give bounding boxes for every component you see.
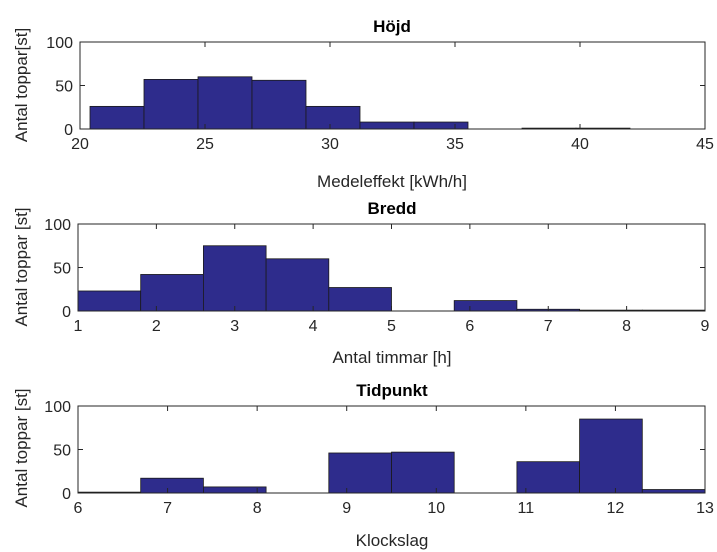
y-tick-label: 100 (46, 35, 73, 52)
x-tick-label: 11 (518, 500, 535, 517)
x-tick-label: 35 (446, 136, 464, 153)
subplot-tidpunkt: Tidpunkt 6 7 8 9 10 11 12 13 0 50 100 Klockslag A… (12, 381, 714, 550)
x-tick-label: 1 (74, 318, 83, 335)
x-tick-label: 8 (622, 318, 631, 335)
subplot-title: Höjd (373, 17, 411, 36)
histogram-bar (359, 121, 415, 130)
histogram-bar (89, 105, 145, 130)
y-tick-label: 50 (55, 79, 73, 96)
x-tick-label: 10 (427, 500, 445, 517)
histogram-bar (579, 418, 643, 494)
histogram-bar (641, 489, 706, 494)
subplot-hojd: Höjd 20 25 30 35 40 45 0 50 100 Medeleffekt [kW… (12, 17, 714, 191)
x-tick-label: 2 (152, 318, 161, 335)
x-tick-label: 7 (544, 318, 553, 335)
y-tick-label: 0 (62, 304, 71, 321)
x-tick-label: 9 (342, 500, 351, 517)
x-tick-label: 3 (230, 318, 239, 335)
x-tick-label: 6 (74, 500, 83, 517)
x-tick-label: 6 (465, 318, 474, 335)
histogram-bar (265, 258, 330, 312)
histogram-bar (143, 79, 199, 130)
histogram-bar (328, 287, 392, 312)
histogram-bar (202, 245, 267, 312)
histogram-bar (140, 274, 204, 312)
x-tick-label: 8 (253, 500, 262, 517)
x-tick-label: 40 (571, 136, 589, 153)
x-tick-label: 9 (701, 318, 710, 335)
y-tick-label: 50 (53, 261, 71, 278)
x-tick-label: 5 (387, 318, 396, 335)
y-axis-label: Antal toppar [st] (12, 207, 31, 326)
y-tick-label: 100 (44, 399, 71, 416)
y-axis-label: Antal toppar [st] (12, 388, 31, 507)
histogram-bar (305, 105, 361, 130)
y-tick-label: 50 (53, 443, 71, 460)
histogram-bar (328, 452, 392, 494)
histogram-bar (197, 76, 253, 130)
y-axis-label: Antal toppar[st] (12, 28, 31, 142)
y-tick-label: 0 (62, 486, 71, 503)
histogram-bar (251, 79, 307, 130)
histogram-bar (391, 451, 455, 494)
x-tick-label: 45 (696, 136, 714, 153)
subplot-title: Tidpunkt (356, 381, 428, 400)
y-tick-label: 100 (44, 217, 71, 234)
histogram-bar (77, 290, 142, 312)
x-axis-label: Klockslag (356, 531, 429, 550)
x-tick-label: 4 (309, 318, 318, 335)
x-tick-label: 25 (196, 136, 214, 153)
x-axis-label: Antal timmar [h] (332, 348, 451, 367)
x-tick-label: 30 (321, 136, 339, 153)
histogram-bar (413, 121, 469, 130)
histogram-bar (453, 300, 518, 312)
histogram-bar (140, 477, 204, 494)
y-tick-label: 0 (64, 122, 73, 139)
x-tick-label: 12 (607, 500, 625, 517)
histogram-bar (516, 461, 581, 494)
x-axis-label: Medeleffekt [kWh/h] (317, 172, 467, 191)
x-tick-label: 7 (163, 500, 172, 517)
subplot-title: Bredd (367, 199, 416, 218)
x-tick-label: 13 (696, 500, 714, 517)
x-tick-label: 20 (71, 136, 89, 153)
